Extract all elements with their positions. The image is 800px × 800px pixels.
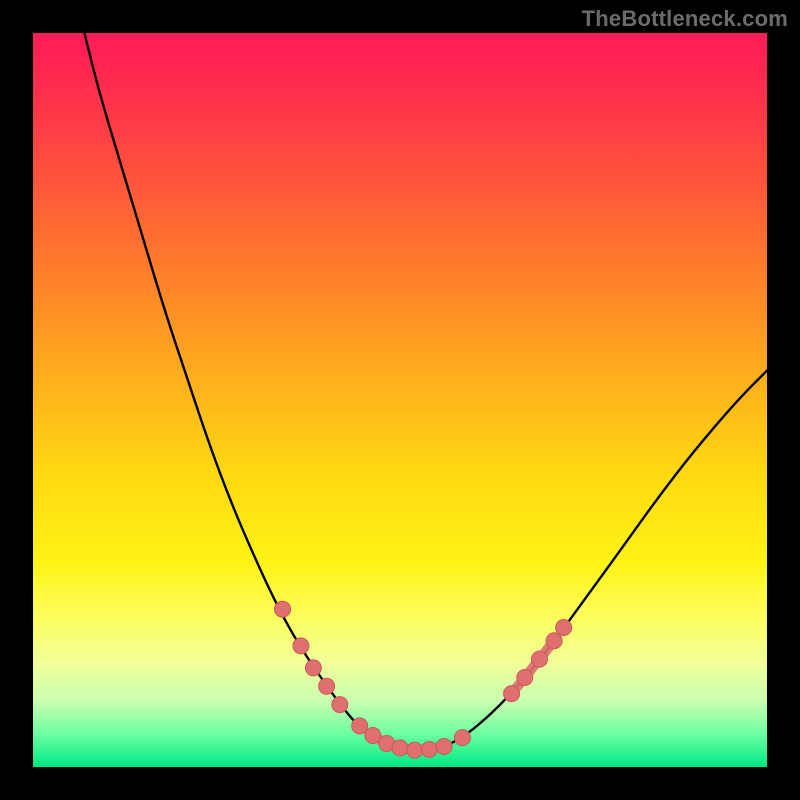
- data-marker: [352, 718, 368, 734]
- watermark-text: TheBottleneck.com: [582, 6, 788, 32]
- data-marker: [407, 742, 423, 758]
- data-marker: [392, 740, 408, 756]
- data-marker: [293, 638, 309, 654]
- data-marker: [517, 669, 533, 685]
- data-marker: [275, 601, 291, 617]
- chart-container: TheBottleneck.com: [0, 0, 800, 800]
- data-marker: [436, 738, 452, 754]
- data-marker: [556, 620, 572, 636]
- data-marker: [332, 697, 348, 713]
- data-marker: [319, 678, 335, 694]
- data-marker: [504, 686, 520, 702]
- chart-background: [33, 33, 767, 767]
- data-marker: [546, 633, 562, 649]
- data-marker: [305, 660, 321, 676]
- data-marker: [421, 741, 437, 757]
- chart-svg: [0, 0, 800, 800]
- data-marker: [454, 730, 470, 746]
- data-marker: [365, 727, 381, 743]
- data-marker: [531, 651, 547, 667]
